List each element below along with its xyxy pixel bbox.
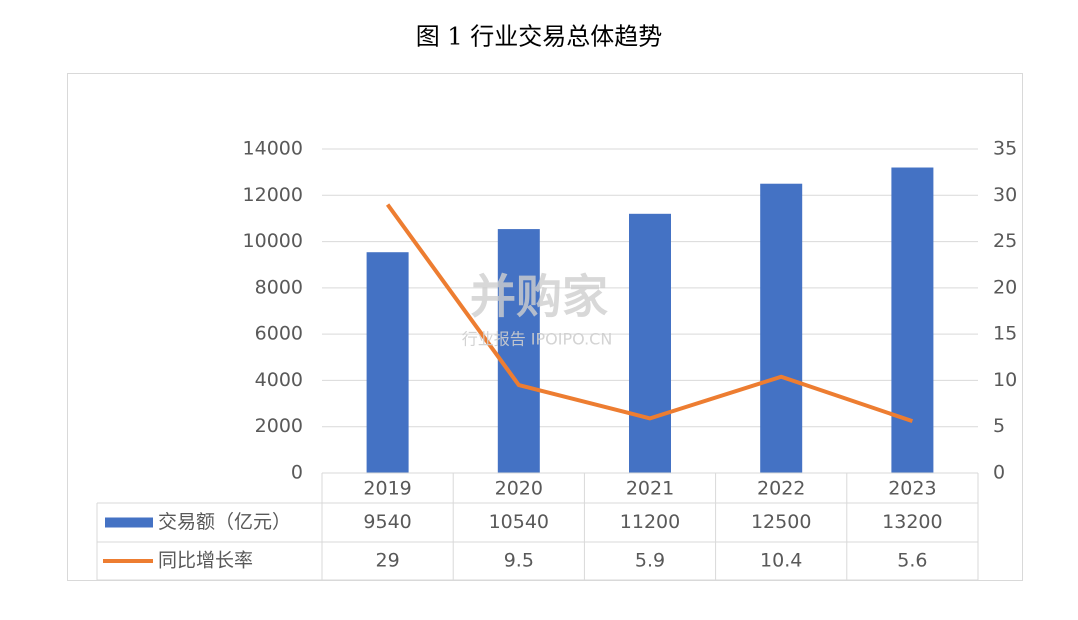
table-value: 5.6: [897, 550, 927, 572]
watermark: 行业报告 IPOIPO.CN: [462, 330, 613, 349]
y-tick-label: 10000: [243, 230, 303, 252]
table-value: 10.4: [760, 550, 802, 572]
bar: [366, 252, 409, 473]
y2-tick-label: 15: [993, 323, 1017, 345]
y-tick-label: 12000: [243, 184, 303, 206]
y2-tick-label: 0: [993, 462, 1005, 484]
bar: [891, 167, 934, 473]
y-tick-label: 14000: [243, 138, 303, 160]
y-tick-label: 2000: [255, 415, 303, 437]
y2-tick-label: 30: [993, 184, 1017, 206]
y-tick-label: 8000: [255, 276, 303, 298]
y2-tick-label: 35: [993, 138, 1017, 160]
chart-title: 图 1 行业交易总体趋势: [416, 23, 663, 51]
table-value: 13200: [882, 511, 942, 533]
table-value: 9.5: [504, 550, 534, 572]
x-tick-label: 2023: [888, 478, 936, 500]
y-tick-label: 6000: [255, 323, 303, 345]
table-value: 5.9: [635, 550, 665, 572]
bar: [629, 213, 671, 474]
chart-frame: [67, 73, 1023, 581]
bar: [760, 183, 803, 473]
bar: [497, 229, 540, 473]
table-value: 29: [376, 550, 400, 572]
table-value: 10540: [489, 511, 549, 533]
legend-label: 同比增长率: [158, 550, 253, 572]
table-value: 12500: [751, 511, 811, 533]
line: [385, 203, 914, 424]
x-tick-label: 2022: [757, 478, 805, 500]
table-value: 9540: [363, 511, 411, 533]
y-tick-label: 0: [291, 462, 303, 484]
y-tick-label: 4000: [255, 369, 303, 391]
legend-key: [105, 517, 153, 528]
watermark: 并购家: [470, 270, 608, 324]
legend-label: 交易额（亿元）: [158, 511, 291, 533]
y2-tick-label: 20: [993, 276, 1017, 298]
y2-tick-label: 10: [993, 369, 1017, 391]
y2-tick-label: 5: [993, 415, 1005, 437]
x-tick-label: 2021: [626, 478, 674, 500]
x-tick-label: 2019: [363, 478, 411, 500]
y2-tick-label: 25: [993, 230, 1017, 252]
x-tick-label: 2020: [495, 478, 543, 500]
table-value: 11200: [620, 511, 680, 533]
